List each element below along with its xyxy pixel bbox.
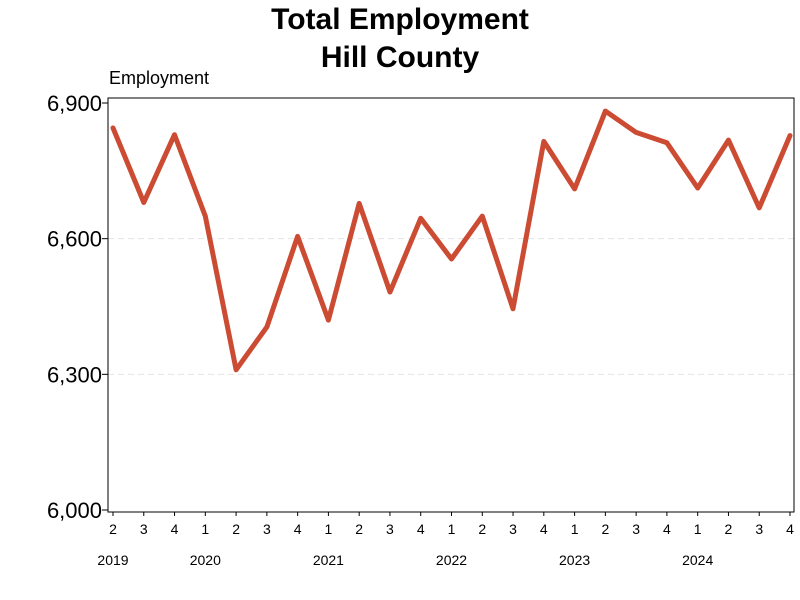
data-point (573, 187, 577, 191)
data-point (450, 257, 453, 261)
x-axis: 2 3 4 1 2 3 4 1 2 3 4 1 2 3 4 1 2 3 4 1 2 3 4 2019 2020 2021 2022 2… (97, 512, 794, 568)
data-point (480, 214, 484, 218)
data-point (326, 318, 330, 322)
data-point (757, 206, 761, 210)
x-tick-label: 1 (571, 521, 579, 537)
x-tick-label: 4 (540, 521, 548, 537)
series-line (110, 108, 793, 373)
data-point (388, 290, 392, 294)
y-axis-label: Employment (109, 68, 210, 88)
chart-title-line-2: Hill County (320, 41, 480, 74)
x-year-label: 2019 (97, 552, 128, 568)
plot-frame (107, 97, 795, 513)
x-tick-label: 4 (171, 521, 179, 537)
x-tick-label: 3 (140, 521, 148, 537)
data-point (203, 214, 207, 218)
x-tick-label: 3 (755, 521, 763, 537)
data-point (665, 141, 669, 145)
chart-title-line-1: Total Employment (271, 3, 529, 36)
x-tick-label: 4 (663, 521, 671, 537)
data-point (357, 201, 361, 205)
x-tick-label: 4 (294, 521, 302, 537)
y-tick-label: 6,300 (47, 362, 102, 387)
x-tick-label: 2 (601, 521, 609, 537)
y-tick-label: 6,900 (47, 91, 102, 116)
data-point (634, 130, 638, 134)
y-tick-label: 6,600 (47, 227, 102, 252)
x-tick-label: 3 (263, 521, 271, 537)
x-year-label: 2021 (313, 552, 344, 568)
x-tick-label: 1 (201, 521, 209, 537)
data-point (142, 200, 146, 204)
x-year-label: 2020 (190, 552, 221, 568)
grid-lines (108, 238, 794, 375)
x-year-label: 2022 (436, 552, 467, 568)
x-tick-label: 2 (478, 521, 486, 537)
x-tick-label: 2 (355, 521, 363, 537)
x-tick-label: 2 (232, 521, 240, 537)
data-point (788, 134, 792, 138)
data-point (726, 138, 730, 142)
data-point (419, 216, 423, 220)
data-point (696, 186, 700, 190)
x-tick-label: 2 (109, 521, 117, 537)
x-year-label: 2023 (559, 552, 590, 568)
data-point (542, 139, 546, 143)
x-tick-label: 1 (694, 521, 702, 537)
data-point (603, 109, 607, 113)
x-tick-label: 3 (386, 521, 394, 537)
y-tick-label: 6,000 (47, 498, 102, 523)
data-point (234, 368, 238, 372)
x-tick-label: 3 (632, 521, 640, 537)
x-tick-label: 1 (325, 521, 333, 537)
data-point (173, 133, 177, 137)
series-group (110, 108, 793, 373)
x-year-label: 2024 (682, 552, 713, 568)
data-point (111, 126, 115, 130)
x-tick-label: 2 (725, 521, 733, 537)
x-tick-label: 3 (509, 521, 517, 537)
data-point (296, 234, 300, 238)
x-tick-label: 4 (417, 521, 425, 537)
x-tick-label: 1 (448, 521, 456, 537)
data-point (511, 307, 515, 311)
data-point (265, 325, 269, 329)
y-axis: 6,000 6,300 6,600 6,900 (47, 91, 108, 523)
x-tick-label: 4 (786, 521, 794, 537)
